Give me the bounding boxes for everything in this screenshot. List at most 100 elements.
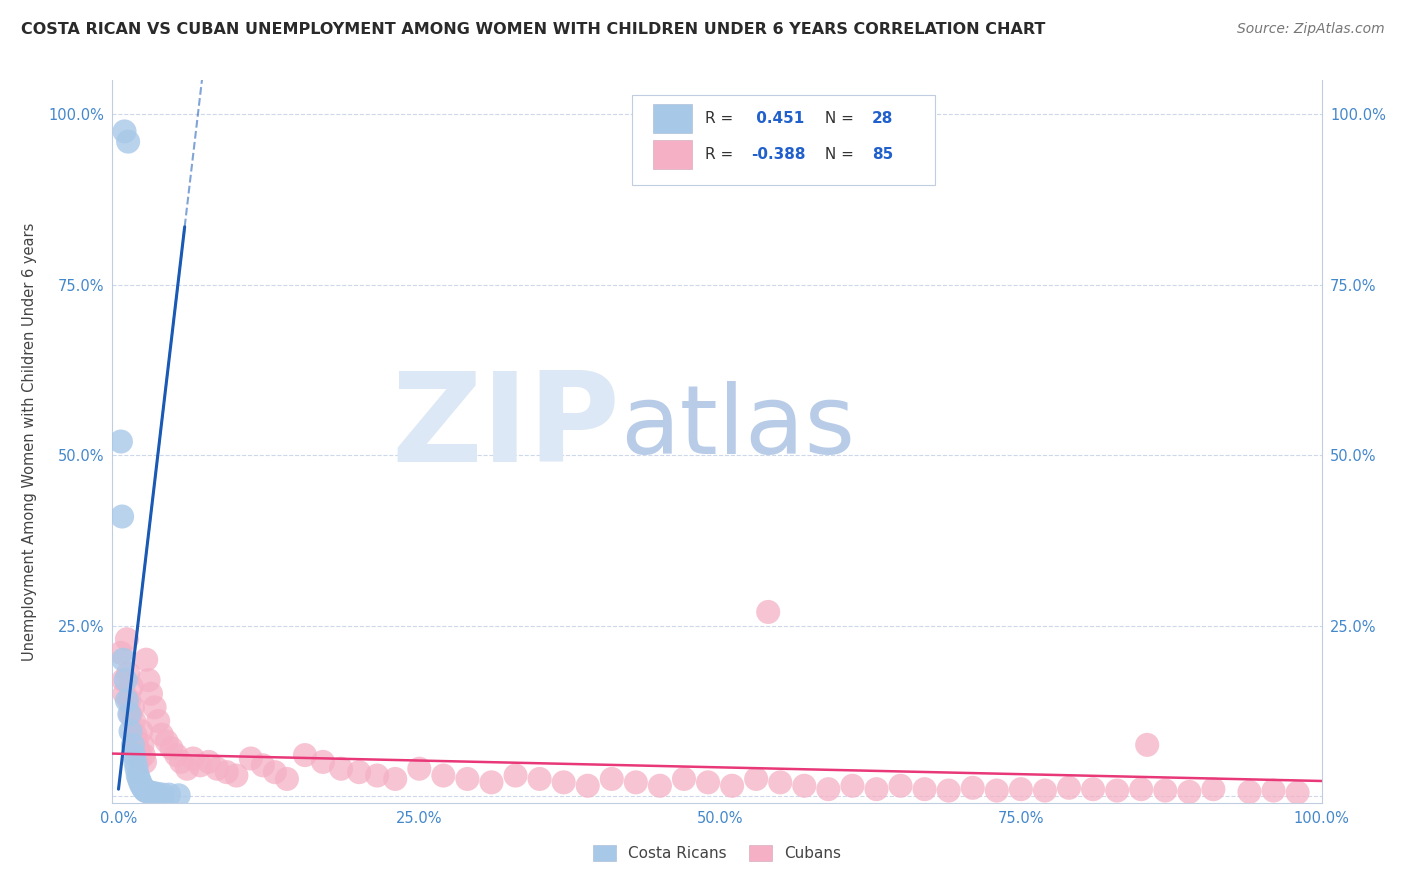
Point <box>150 728 173 742</box>
Point <box>122 700 145 714</box>
Text: ZIP: ZIP <box>392 367 620 488</box>
Point <box>721 779 744 793</box>
Point <box>197 755 219 769</box>
Point <box>132 748 155 763</box>
Point <box>1136 738 1159 752</box>
Point <box>264 765 287 780</box>
Point <box>139 786 162 800</box>
Point <box>432 768 454 782</box>
Point <box>188 758 211 772</box>
Point <box>110 434 132 449</box>
Point <box>121 680 143 694</box>
Legend: Costa Ricans, Cubans: Costa Ricans, Cubans <box>586 839 848 867</box>
Point <box>139 687 162 701</box>
Text: R =: R = <box>704 147 738 162</box>
Point <box>156 734 179 748</box>
Point <box>124 728 146 742</box>
Point <box>408 762 430 776</box>
Point <box>135 784 157 798</box>
Point <box>131 738 153 752</box>
Point <box>117 666 139 681</box>
Point <box>157 788 180 802</box>
Point <box>112 673 135 687</box>
Point <box>481 775 503 789</box>
Point <box>148 787 170 801</box>
Point <box>165 748 187 763</box>
Point <box>152 788 174 802</box>
Point <box>1202 782 1225 797</box>
Point <box>148 714 170 728</box>
Point <box>181 751 204 765</box>
Point <box>124 755 146 769</box>
Point <box>769 775 792 789</box>
Point <box>129 751 152 765</box>
Point <box>134 755 156 769</box>
Point <box>127 768 149 782</box>
Point <box>1033 783 1056 797</box>
Point <box>132 782 155 797</box>
Point <box>1178 785 1201 799</box>
Point <box>127 741 149 756</box>
Point <box>115 632 138 647</box>
FancyBboxPatch shape <box>652 104 692 133</box>
Text: N =: N = <box>820 112 859 126</box>
Point <box>1081 782 1104 797</box>
Point <box>111 509 134 524</box>
Point <box>276 772 298 786</box>
Y-axis label: Unemployment Among Women with Children Under 6 years: Unemployment Among Women with Children U… <box>22 222 37 661</box>
Text: -0.388: -0.388 <box>751 147 806 162</box>
Point <box>697 775 720 789</box>
Text: Source: ZipAtlas.com: Source: ZipAtlas.com <box>1237 22 1385 37</box>
Point <box>1239 785 1261 799</box>
Point <box>160 741 183 756</box>
Point <box>624 775 647 789</box>
Point <box>167 789 190 803</box>
Point <box>118 693 141 707</box>
Point <box>745 772 768 786</box>
Point <box>505 768 527 782</box>
Point <box>215 765 238 780</box>
Point <box>114 124 136 138</box>
Point <box>143 700 166 714</box>
Point <box>138 673 160 687</box>
Point <box>312 755 335 769</box>
Point <box>112 653 135 667</box>
Point <box>225 768 247 782</box>
Point <box>125 762 148 776</box>
Text: 28: 28 <box>872 112 893 126</box>
FancyBboxPatch shape <box>633 95 935 185</box>
Point <box>176 762 198 776</box>
Point <box>128 745 150 759</box>
Point <box>143 786 166 800</box>
Point <box>128 772 150 786</box>
Point <box>576 779 599 793</box>
Point <box>122 748 145 763</box>
Point <box>889 779 911 793</box>
Point <box>114 687 136 701</box>
Point <box>131 724 153 739</box>
Point <box>865 782 887 797</box>
Point <box>125 734 148 748</box>
Point <box>456 772 478 786</box>
Point <box>1057 780 1080 795</box>
Point <box>793 779 815 793</box>
Point <box>962 780 984 795</box>
Point <box>129 775 152 789</box>
Point <box>134 783 156 797</box>
Point <box>347 765 370 780</box>
Point <box>131 780 153 794</box>
Point <box>986 783 1008 797</box>
Text: N =: N = <box>820 147 859 162</box>
Point <box>252 758 274 772</box>
Point <box>122 738 145 752</box>
Point <box>110 646 132 660</box>
Point <box>1107 783 1129 797</box>
Point <box>1154 783 1177 797</box>
Point <box>938 783 960 797</box>
Point <box>115 693 138 707</box>
Point <box>135 653 157 667</box>
Point <box>841 779 863 793</box>
Point <box>648 779 671 793</box>
Point <box>672 772 695 786</box>
Text: COSTA RICAN VS CUBAN UNEMPLOYMENT AMONG WOMEN WITH CHILDREN UNDER 6 YEARS CORREL: COSTA RICAN VS CUBAN UNEMPLOYMENT AMONG … <box>21 22 1046 37</box>
